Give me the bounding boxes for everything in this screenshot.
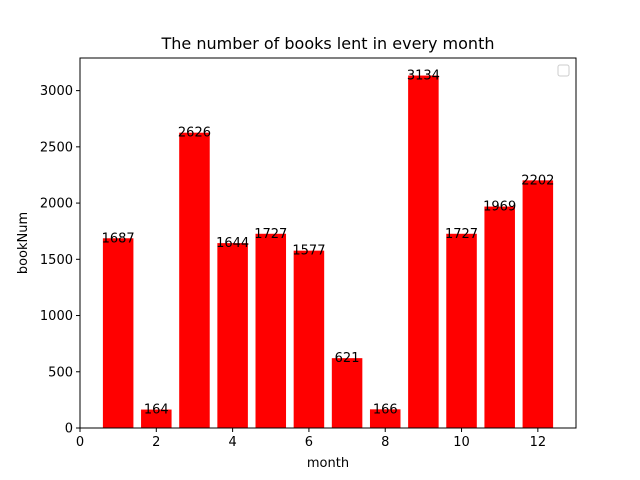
data-label-month-5: 1727: [254, 227, 287, 242]
x-axis-label: month: [307, 456, 349, 471]
data-label-month-2: 164: [144, 403, 169, 418]
data-label-month-7: 621: [335, 351, 360, 366]
bars-layer: [102, 75, 554, 429]
y-tick-label: 2000: [40, 197, 73, 212]
bar-month-12: [522, 180, 554, 428]
bar-month-4: [217, 243, 248, 428]
bar-month-9: [408, 75, 439, 429]
bar-month-11: [484, 206, 515, 428]
x-tick-label: 2: [152, 435, 160, 450]
bar-month-8: [369, 409, 401, 428]
y-tick-label: 1500: [40, 253, 73, 268]
data-label-month-6: 1577: [292, 244, 325, 259]
y-axis-ticks: 0 500 1000 1500 2000 2500 3000: [40, 84, 80, 437]
plot-area-frame: [79, 57, 577, 429]
chart-title: The number of books lent in every month: [161, 34, 495, 53]
data-labels-layer: 1687 164 2626 1644 1727 1577 621 166 3134 1727 196…: [102, 69, 555, 418]
x-axis-ticks: 0 2 4 6 8 10 12: [76, 428, 546, 450]
x-tick-label: 6: [305, 435, 313, 450]
x-tick-label: 10: [453, 435, 470, 450]
y-tick-label: 3000: [40, 84, 73, 99]
data-label-month-1: 1687: [102, 231, 135, 246]
data-label-month-3: 2626: [178, 126, 211, 141]
y-axis-label: bookNum: [16, 212, 31, 274]
x-tick-label: 0: [76, 435, 84, 450]
x-tick-label: 8: [381, 435, 389, 450]
bar-month-5: [255, 233, 287, 428]
y-tick-label: 1000: [40, 309, 73, 324]
bar-month-1: [102, 238, 134, 428]
x-tick-label: 4: [228, 435, 236, 450]
data-label-month-8: 166: [373, 402, 398, 417]
bar-month-6: [293, 250, 325, 428]
data-label-month-4: 1644: [216, 236, 249, 251]
data-label-month-9: 3134: [407, 69, 440, 84]
bar-month-3: [179, 132, 210, 428]
bar-month-7: [331, 358, 363, 428]
x-tick-label: 12: [530, 435, 547, 450]
data-label-month-10: 1727: [445, 227, 478, 242]
data-label-month-11: 1969: [483, 200, 516, 215]
y-tick-label: 2500: [40, 140, 73, 155]
y-tick-label: 0: [65, 422, 73, 437]
bar-month-2: [141, 409, 172, 428]
data-label-month-12: 2202: [521, 173, 554, 188]
bar-month-10: [446, 233, 477, 428]
legend-box: [557, 64, 570, 77]
y-tick-label: 500: [48, 365, 73, 380]
